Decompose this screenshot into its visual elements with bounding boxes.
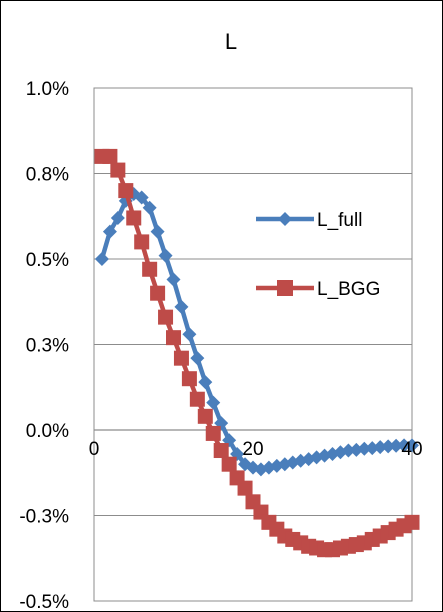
- series-line: [101, 154, 413, 552]
- data-point: [110, 210, 125, 225]
- data-point: [102, 148, 118, 164]
- series-L_BGG: [94, 148, 420, 558]
- data-point: [174, 299, 189, 314]
- legend-label: L_full: [317, 210, 362, 231]
- axes: [93, 87, 413, 602]
- legend-entry: L_full: [256, 210, 362, 231]
- y-tick-label: 0.3%: [26, 336, 69, 357]
- legend: L_full L_BGG: [256, 210, 380, 300]
- y-tick-label: 0.0%: [26, 421, 69, 442]
- data-point: [190, 351, 205, 366]
- data-point: [166, 272, 181, 287]
- data-point: [142, 200, 157, 215]
- data-point: [389, 438, 404, 453]
- x-tick-label: 20: [242, 439, 263, 460]
- data-point: [189, 391, 205, 407]
- data-point: [94, 252, 109, 266]
- series-L_full: [94, 187, 419, 477]
- y-tick-label: 1.0%: [26, 79, 69, 100]
- data-point: [126, 210, 142, 226]
- data-point: [221, 456, 237, 472]
- data-point: [110, 162, 126, 178]
- data-point: [102, 224, 117, 239]
- y-tick-label: -0.5%: [19, 592, 69, 611]
- data-point: [134, 190, 149, 205]
- data-point: [166, 330, 181, 346]
- y-tick-label: -0.3%: [19, 507, 69, 528]
- legend-marker: [277, 280, 293, 296]
- data-point: [237, 480, 253, 496]
- data-point: [181, 371, 197, 387]
- y-tick-label: 0.8%: [26, 165, 69, 186]
- data-point: [150, 285, 166, 301]
- y-tick-label: 0.5%: [26, 250, 69, 271]
- data-point: [142, 261, 158, 277]
- legend-entry: L_BGG: [256, 279, 380, 300]
- data-point: [404, 514, 420, 530]
- data-point: [197, 408, 213, 424]
- data-point: [373, 440, 388, 455]
- tick-labels: 1.0% 0.8% 0.5% 0.3% 0.0% -0.3% -0.5% 0 20 40: [19, 79, 422, 611]
- data-point: [134, 234, 150, 250]
- x-tick-label: 0: [89, 439, 100, 460]
- data-point: [198, 375, 213, 390]
- series: [94, 148, 420, 558]
- data-point: [158, 248, 173, 263]
- chart-title: L: [225, 29, 237, 54]
- plot-area-border: [93, 87, 413, 602]
- data-point: [150, 224, 165, 239]
- x-tick-label: 40: [401, 439, 422, 460]
- data-point: [206, 395, 221, 410]
- data-point: [405, 438, 419, 453]
- data-point: [381, 439, 396, 454]
- data-point: [118, 183, 134, 199]
- data-point: [213, 443, 229, 459]
- data-point: [397, 438, 412, 453]
- data-point: [158, 309, 174, 325]
- data-point: [205, 425, 221, 441]
- legend-marker: [278, 212, 292, 226]
- data-point: [341, 443, 356, 458]
- data-point: [182, 327, 197, 342]
- data-point: [173, 350, 189, 366]
- data-point: [357, 441, 372, 456]
- legend-label: L_BGG: [317, 279, 380, 300]
